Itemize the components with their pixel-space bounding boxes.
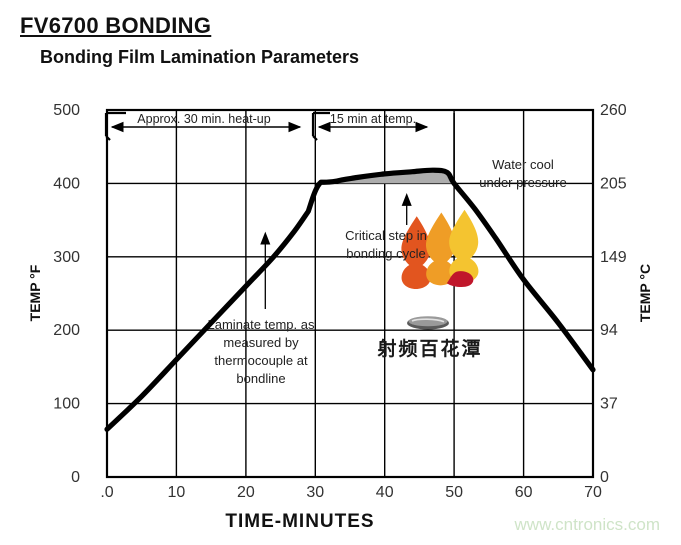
svg-text:149: 149 xyxy=(600,249,627,266)
svg-text:400: 400 xyxy=(53,175,80,192)
svg-text:500: 500 xyxy=(53,102,80,119)
svg-text:bonding cycle: bonding cycle xyxy=(346,246,426,261)
svg-text:Water cool: Water cool xyxy=(492,157,554,172)
svg-text:200: 200 xyxy=(53,322,80,339)
svg-text:205: 205 xyxy=(600,175,627,192)
svg-text:TEMP °F: TEMP °F xyxy=(27,264,43,321)
svg-text:.0: .0 xyxy=(100,484,113,501)
svg-text:300: 300 xyxy=(53,249,80,266)
svg-text:www.cntronics.com: www.cntronics.com xyxy=(514,515,660,534)
svg-text:70: 70 xyxy=(584,484,602,501)
svg-text:94: 94 xyxy=(600,322,618,339)
svg-text:TIME-MINUTES: TIME-MINUTES xyxy=(225,511,374,532)
svg-text:Critical step in: Critical step in xyxy=(345,228,427,243)
svg-text:40: 40 xyxy=(376,484,394,501)
svg-text:15 min at temp.: 15 min at temp. xyxy=(330,112,416,126)
svg-text:Laminate temp. as: Laminate temp. as xyxy=(208,317,315,332)
svg-text:TEMP °C: TEMP °C xyxy=(637,264,653,322)
svg-text:20: 20 xyxy=(237,484,255,501)
svg-text:Approx. 30 min. heat-up: Approx. 30 min. heat-up xyxy=(137,112,270,126)
svg-text:100: 100 xyxy=(53,396,80,413)
svg-text:thermocouple at: thermocouple at xyxy=(214,353,308,368)
svg-text:50: 50 xyxy=(445,484,463,501)
svg-text:0: 0 xyxy=(71,469,80,486)
svg-text:射频百花潭: 射频百花潭 xyxy=(376,337,482,360)
svg-text:bondline: bondline xyxy=(236,371,285,386)
svg-text:measured by: measured by xyxy=(223,335,299,350)
svg-text:37: 37 xyxy=(600,396,618,413)
svg-text:30: 30 xyxy=(306,484,324,501)
svg-text:under pressure: under pressure xyxy=(479,175,566,190)
svg-text:10: 10 xyxy=(168,484,186,501)
svg-text:60: 60 xyxy=(515,484,533,501)
svg-text:260: 260 xyxy=(600,102,627,119)
